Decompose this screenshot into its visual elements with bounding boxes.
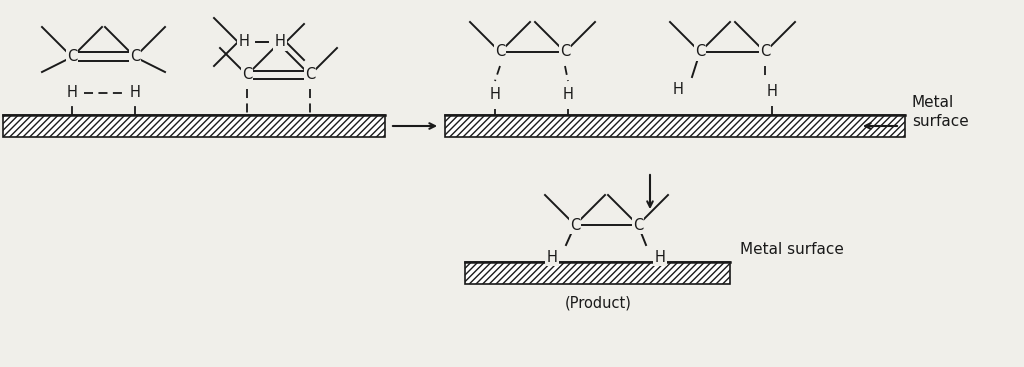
Text: (Product): (Product) [564,295,632,310]
Text: H: H [67,86,78,101]
Text: C: C [560,44,570,59]
Text: C: C [130,50,140,65]
Text: H: H [274,34,286,50]
Text: C: C [570,218,581,233]
Text: C: C [695,44,706,59]
Text: H: H [239,34,250,50]
Bar [445,115,905,137]
Text: H: H [562,87,573,102]
Text: C: C [242,68,252,83]
Text: C: C [67,50,77,65]
Text: C: C [495,44,505,59]
Text: Metal surface: Metal surface [740,241,844,257]
Text: C: C [760,44,770,59]
Bar [465,262,730,284]
Text: C: C [633,218,643,233]
Text: H: H [767,84,777,99]
Text: H: H [130,86,140,101]
Text: H: H [547,250,557,265]
Bar [3,115,385,137]
Text: H: H [654,250,666,265]
Text: H: H [673,81,683,97]
Text: Metal
surface: Metal surface [912,95,969,130]
Text: C: C [305,68,315,83]
Text: H: H [489,87,501,102]
